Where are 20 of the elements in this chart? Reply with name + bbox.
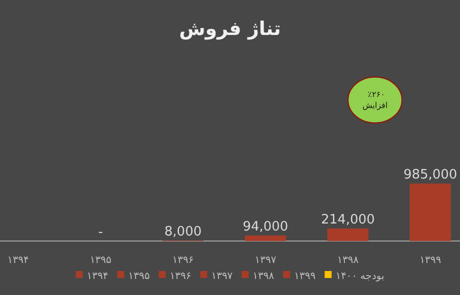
legend-label: ۱۳۹۶ [170, 271, 192, 282]
data-label: 8,000 [164, 224, 202, 240]
text: ٪۲۶۰ افزایش [362, 90, 388, 110]
data-label: - [98, 225, 104, 240]
data-label: 94,000 [242, 220, 288, 235]
x-tick-label: ۱۳۹۴ [7, 255, 29, 266]
x-tick-label: ۱۳۹۶ [172, 255, 194, 266]
x-tick-label: ۱۳۹۷ [254, 255, 277, 266]
data-label: 985,000 [403, 168, 458, 183]
chart-title: تناژ فروش [179, 18, 281, 40]
x-tick-label: ۱۳۹۹ [420, 255, 442, 266]
legend-label: ۱۳۹۵ [128, 271, 150, 282]
legend-label: ۱۳۹۹ [294, 271, 316, 282]
legend-label: بودجه ۱۴۰۰ [336, 271, 384, 282]
x-tick-label: ۱۳۹۸ [337, 255, 360, 266]
legend-label: ۱۳۹۷ [211, 271, 234, 282]
legend-label: ۱۳۹۸ [252, 271, 275, 282]
legend-label: ۱۳۹۴ [86, 271, 108, 282]
x-tick-label: ۱۳۹۵ [90, 255, 112, 266]
data-label: 214,000 [321, 212, 375, 228]
